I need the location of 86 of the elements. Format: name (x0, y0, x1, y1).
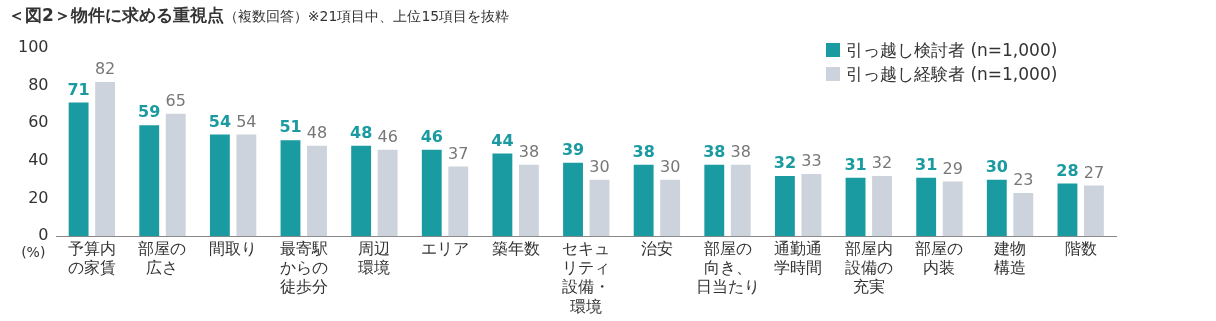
bar (518, 164, 539, 237)
data-label: 28 (1056, 160, 1079, 180)
x-tick-label: 部屋内設備の充実 (844, 238, 893, 297)
y-tick-label: 60 (28, 112, 49, 132)
bar (377, 149, 398, 237)
data-label: 48 (306, 123, 328, 143)
bar (1013, 192, 1034, 237)
data-label: 31 (915, 155, 938, 175)
data-label: 30 (985, 156, 1008, 176)
x-tick-label: 部屋の向き、日当たり (695, 238, 760, 297)
x-tick-label: 周辺環境 (358, 238, 391, 278)
data-label: 37 (448, 143, 469, 163)
chart-subtitle: （複数回答）※21項目中、上位15項目を抜粋 (223, 8, 510, 24)
data-label: 38 (730, 141, 751, 161)
data-label: 31 (844, 155, 867, 175)
data-label: 23 (1013, 170, 1034, 190)
data-label: 46 (420, 126, 443, 146)
data-label: 44 (491, 130, 514, 150)
x-tick-label: 治安 (640, 238, 673, 258)
chart-title: ＜図2＞物件に求める重視点 (8, 5, 224, 25)
bar (660, 179, 681, 237)
bar (236, 134, 257, 237)
bar (280, 140, 301, 237)
bar (448, 166, 469, 237)
data-label: 30 (659, 156, 681, 176)
data-label: 32 (773, 153, 797, 173)
bar (872, 175, 892, 237)
bar (68, 102, 89, 237)
bar (589, 179, 610, 237)
x-tick-label: 階数 (1064, 238, 1097, 258)
x-tick-label: セキュリティ設備・環境 (562, 238, 611, 316)
bar (209, 134, 230, 237)
data-label: 54 (236, 111, 257, 131)
data-label: 65 (165, 91, 186, 111)
legend-label: 引っ越し検討者 (n=1,000) (846, 38, 1058, 62)
x-tick-label: 建物構造 (993, 238, 1027, 278)
data-label: 39 (561, 139, 585, 159)
x-tick-label: 通勤通学時間 (774, 238, 823, 278)
x-tick-label: 予算内の家賃 (67, 238, 116, 278)
bar (421, 149, 442, 237)
data-label: 59 (138, 102, 161, 122)
bar (307, 145, 327, 237)
bar (730, 164, 751, 237)
data-label: 54 (208, 111, 232, 131)
y-axis-title: (%) (21, 243, 46, 260)
data-label: 38 (632, 141, 655, 161)
data-label: 48 (350, 123, 373, 143)
data-label: 82 (94, 59, 116, 79)
bar (165, 113, 186, 237)
x-tick-label: 最寄駅からの徒歩分 (279, 238, 328, 297)
data-label: 38 (518, 141, 540, 161)
bar (95, 81, 116, 237)
bar (351, 145, 372, 237)
data-label: 38 (703, 141, 726, 161)
data-label: 46 (377, 126, 398, 146)
x-tick-label: 部屋の広さ (138, 238, 187, 278)
bar (916, 177, 937, 237)
legend-label: 引っ越し経験者 (n=1,000) (846, 62, 1058, 86)
x-tick-label: エリア (421, 238, 470, 258)
x-tick-label: 間取り (209, 238, 258, 258)
data-label: 30 (589, 156, 610, 176)
data-label: 71 (67, 79, 90, 99)
y-tick-label: 20 (28, 187, 49, 207)
bar (942, 181, 963, 237)
x-tick-label: 築年数 (491, 238, 540, 258)
data-label: 33 (801, 151, 822, 171)
x-tick-label: 部屋の内装 (915, 238, 964, 278)
data-label: 32 (871, 153, 893, 173)
bar (563, 162, 583, 237)
y-tick-label: 100 (17, 37, 49, 57)
data-label: 51 (279, 117, 302, 137)
bar (139, 125, 160, 237)
bar (845, 177, 866, 237)
data-label: 29 (942, 158, 963, 178)
bar (704, 164, 725, 237)
bar (492, 153, 513, 237)
bar (801, 174, 822, 237)
y-tick-label: 0 (38, 225, 49, 245)
bar (986, 179, 1007, 237)
data-label: 27 (1083, 162, 1105, 182)
bar (633, 164, 654, 237)
bar (774, 175, 795, 237)
y-tick-label: 80 (28, 74, 49, 94)
bar (1083, 185, 1104, 237)
bar (1057, 183, 1078, 237)
y-tick-label: 40 (28, 150, 49, 170)
